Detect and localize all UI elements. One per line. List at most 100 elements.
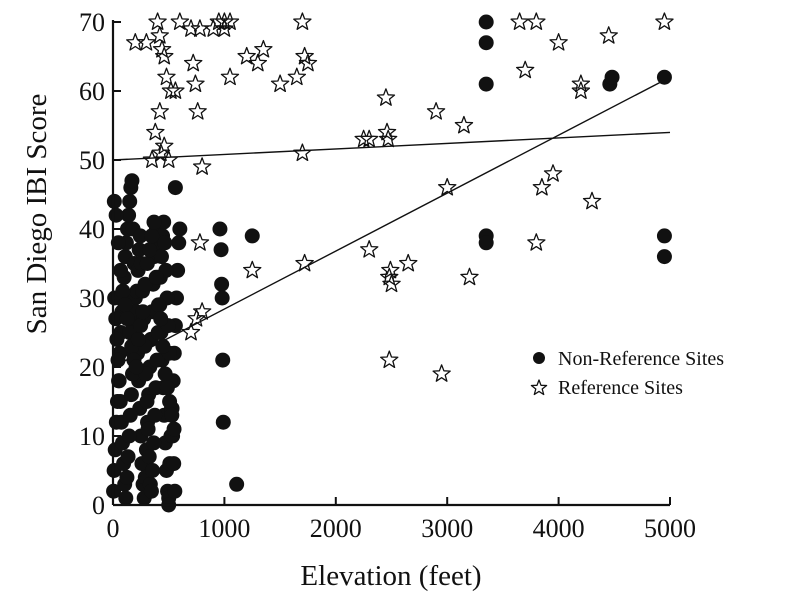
reference-point xyxy=(378,129,398,148)
reference-point xyxy=(159,150,178,168)
y-tick-label: 20 xyxy=(79,353,105,382)
non-reference-point xyxy=(478,35,494,51)
non-reference-point xyxy=(145,463,161,478)
non-reference-point xyxy=(167,180,183,196)
non-reference-point xyxy=(148,380,164,396)
non-reference-point xyxy=(148,269,164,285)
non-reference-point xyxy=(117,297,133,313)
reference-point xyxy=(381,260,400,279)
non-reference-point xyxy=(122,407,138,423)
non-reference-point xyxy=(119,311,135,327)
non-reference-point xyxy=(159,380,175,396)
non-reference-point xyxy=(121,428,137,444)
non-reference-point xyxy=(155,338,171,354)
regression-lines xyxy=(112,76,671,368)
reference-point xyxy=(543,164,563,182)
non-reference-point xyxy=(142,242,158,258)
non-reference-point xyxy=(171,235,187,251)
legend-label-reference: Reference Sites xyxy=(558,377,683,399)
non-reference-point xyxy=(478,235,494,251)
reference-point xyxy=(510,12,529,30)
non-reference-point xyxy=(167,483,183,499)
reference-point xyxy=(571,81,591,99)
non-reference-point xyxy=(119,469,135,485)
non-reference-point xyxy=(122,193,138,209)
reference-point xyxy=(460,267,479,286)
non-reference-point xyxy=(478,76,494,92)
reference-point xyxy=(192,157,212,175)
y-tick-label: 40 xyxy=(79,215,105,244)
non-reference-point xyxy=(141,449,157,465)
non-reference-point xyxy=(110,352,126,368)
reference-point xyxy=(527,233,546,251)
x-tick-label: 1000 xyxy=(198,514,250,543)
reference-point xyxy=(190,19,210,37)
non-reference-point xyxy=(131,242,147,258)
reference-point xyxy=(437,177,457,196)
x-tick-label: 3000 xyxy=(421,514,473,543)
reference-point xyxy=(181,322,201,341)
non-reference-point xyxy=(166,421,182,437)
data-points xyxy=(106,12,674,513)
non-reference-point xyxy=(113,262,129,278)
x-axis-title: Elevation (feet) xyxy=(300,560,481,592)
non-reference-point xyxy=(656,69,672,85)
reference-point xyxy=(293,12,312,30)
non-reference-point xyxy=(172,221,188,237)
reference-point xyxy=(146,122,165,141)
reference-point xyxy=(248,53,268,72)
reference-point xyxy=(571,74,591,93)
non-reference-point xyxy=(214,276,230,292)
non-reference-point xyxy=(123,387,139,403)
non-reference-point xyxy=(118,490,134,506)
non-reference-point xyxy=(115,283,131,299)
reference-point xyxy=(377,122,397,141)
reference-point xyxy=(382,274,401,293)
fit-line xyxy=(112,76,671,368)
reference-point xyxy=(166,81,185,99)
reference-point xyxy=(360,129,379,148)
non-reference-point xyxy=(120,449,136,465)
non-reference-point xyxy=(130,331,146,347)
axes xyxy=(111,20,670,507)
non-reference-point xyxy=(215,414,231,430)
x-tick-label: 4000 xyxy=(533,514,585,543)
reference-point xyxy=(254,39,273,58)
reference-point xyxy=(432,364,451,382)
non-reference-point xyxy=(213,242,229,258)
reference-point xyxy=(295,253,314,272)
reference-point xyxy=(150,26,169,44)
non-reference-point xyxy=(212,221,228,237)
x-tick-label: 2000 xyxy=(310,514,362,543)
non-reference-point xyxy=(214,290,230,306)
non-reference-point xyxy=(604,69,620,85)
reference-point xyxy=(150,102,169,120)
non-reference-point xyxy=(143,483,159,499)
y-tick-label: 10 xyxy=(79,422,105,451)
non-reference-point xyxy=(170,262,186,278)
non-reference-point xyxy=(244,228,260,244)
non-reference-point xyxy=(108,207,124,223)
y-tick-label: 50 xyxy=(79,146,105,175)
x-tick-label: 0 xyxy=(107,514,120,543)
reference-point xyxy=(220,12,240,30)
legend-label-non-reference: Non-Reference Sites xyxy=(558,348,724,370)
reference-point xyxy=(582,191,602,210)
non-reference-point xyxy=(144,228,160,244)
non-reference-point xyxy=(140,421,156,437)
non-reference-point xyxy=(157,235,173,251)
reference-point xyxy=(599,26,618,44)
reference-point xyxy=(148,12,167,30)
non-reference-point xyxy=(149,352,165,368)
reference-point xyxy=(532,177,552,196)
reference-point xyxy=(298,53,318,72)
reference-point xyxy=(454,115,474,134)
ticks: 0 1000 2000 3000 4000 5000 0 10 20 30 40 50 60 70 xyxy=(79,8,696,543)
reference-point xyxy=(270,74,290,93)
non-reference-point xyxy=(133,318,149,334)
reference-point xyxy=(380,350,399,369)
non-reference-point xyxy=(132,228,148,244)
reference-point xyxy=(183,53,203,72)
reference-point xyxy=(549,33,568,51)
